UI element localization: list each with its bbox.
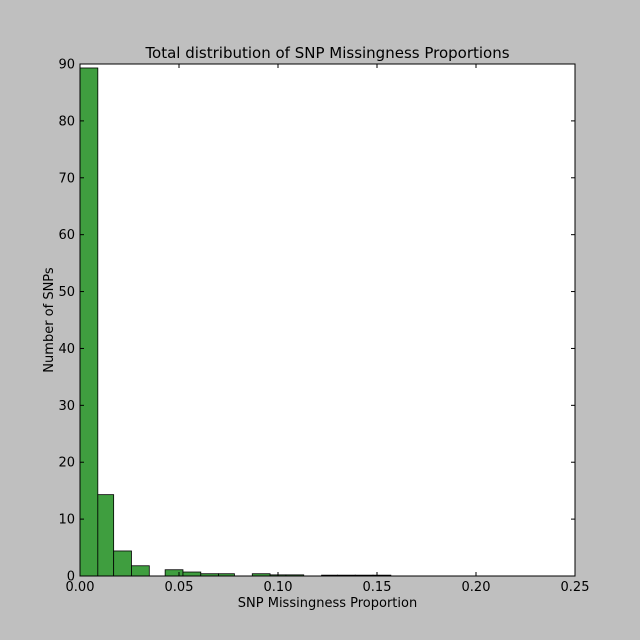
y-tick-label: 60 — [58, 228, 75, 243]
histogram-bar — [97, 494, 115, 577]
x-tick-label: 0.25 — [561, 580, 590, 595]
x-axis-label: SNP Missingness Proportion — [238, 596, 417, 611]
y-tick-label: 30 — [58, 399, 75, 414]
histogram-bar — [113, 550, 132, 577]
y-tick-label: 80 — [58, 114, 75, 129]
y-tick-label: 0 — [67, 570, 75, 585]
y-tick-label: 40 — [58, 342, 75, 357]
x-tick-label: 0.10 — [264, 580, 293, 595]
histogram-bar — [79, 67, 99, 577]
x-tick-label: 0.05 — [165, 580, 194, 595]
y-tick-label: 70 — [58, 171, 75, 186]
histogram-bar — [182, 571, 202, 577]
histogram-bar — [164, 569, 184, 577]
y-axis-label: Number of SNPs — [42, 267, 57, 373]
histogram-bar — [131, 565, 150, 577]
x-tick-label: 0.20 — [462, 580, 491, 595]
x-tick-labels: 0.00 0.05 0.10 0.15 0.20 0.25 — [66, 580, 590, 595]
y-tick-label: 10 — [58, 513, 75, 528]
x-tick-label: 0.00 — [66, 580, 95, 595]
y-tick-label: 90 — [58, 58, 75, 73]
plot-area — [80, 64, 575, 576]
y-tick-labels: 0 10 20 30 40 50 60 70 80 90 — [58, 58, 75, 585]
y-tick-label: 50 — [58, 285, 75, 300]
y-tick-label: 20 — [58, 456, 75, 471]
histogram-bars — [79, 67, 392, 577]
chart-title: Total distribution of SNP Missingness Pr… — [144, 44, 509, 62]
plot-frame — [79, 63, 576, 577]
x-tick-label: 0.15 — [363, 580, 392, 595]
